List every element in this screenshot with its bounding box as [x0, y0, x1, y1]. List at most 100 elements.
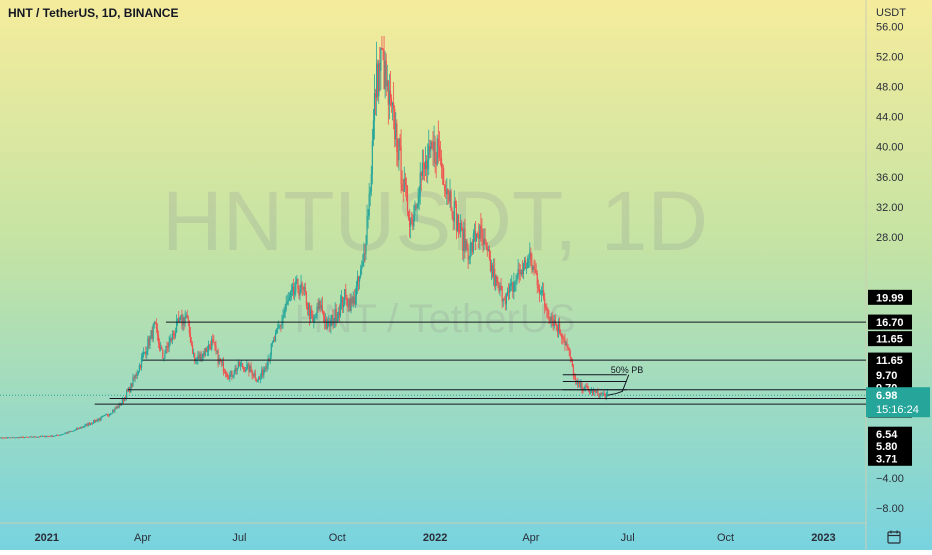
candle-body — [21, 436, 23, 438]
candle-body — [451, 210, 453, 217]
candle-body — [513, 282, 515, 292]
candle-body — [526, 268, 528, 269]
candle-body — [427, 159, 429, 170]
candle-body — [344, 289, 346, 305]
candle-body — [91, 423, 94, 425]
candle-body — [255, 378, 257, 381]
candle-body — [132, 377, 134, 387]
candle-body — [291, 286, 294, 292]
candle-body — [541, 290, 544, 292]
candle-body — [587, 388, 589, 391]
candle-body — [290, 291, 293, 293]
candle-body — [193, 353, 195, 355]
candle-body — [504, 300, 506, 305]
candle-body — [399, 138, 401, 147]
candle-body — [410, 218, 412, 227]
candle-body — [579, 381, 581, 388]
candle-body — [551, 316, 553, 320]
candle-body — [33, 436, 35, 438]
candle-body — [527, 258, 529, 269]
candle-body — [447, 188, 449, 193]
candle-body — [471, 242, 473, 252]
candle-body — [34, 436, 36, 438]
candle-body — [279, 324, 281, 327]
candle-body — [139, 365, 142, 368]
candle-body — [308, 303, 311, 319]
price-tag-box — [868, 289, 912, 305]
candle-body — [332, 314, 334, 325]
candle-body — [181, 315, 183, 325]
candle-body — [253, 373, 255, 376]
candle-body — [83, 426, 85, 428]
candle-body — [226, 374, 228, 376]
candle-body — [476, 233, 478, 241]
candle-body — [543, 290, 545, 299]
candle-body — [489, 258, 492, 271]
candle-body — [263, 369, 265, 376]
price-tag-box — [868, 438, 912, 454]
candle-body — [294, 291, 296, 295]
candle-body — [84, 424, 86, 427]
candle-body — [417, 202, 419, 208]
candle-body — [184, 317, 186, 324]
candle-body — [516, 276, 518, 282]
candle-body — [287, 300, 289, 302]
candle-body — [387, 80, 389, 105]
candle-body — [82, 426, 84, 428]
candle-body — [86, 424, 88, 426]
candle-body — [571, 358, 573, 367]
candle-body — [168, 341, 170, 348]
candle-body — [346, 294, 348, 306]
candle-body — [39, 435, 42, 437]
candle-body — [252, 375, 254, 377]
candle-body — [362, 262, 364, 267]
candle-body — [508, 286, 511, 293]
calendar-icon[interactable] — [887, 530, 901, 544]
candle-body — [85, 424, 87, 425]
candle-body — [202, 353, 204, 357]
candle-body — [582, 390, 584, 392]
candle-body — [250, 365, 252, 371]
candle-body — [229, 375, 231, 380]
candle-body — [530, 251, 532, 263]
candle-body — [303, 287, 305, 290]
candle-body — [482, 237, 484, 245]
candle-body — [19, 437, 21, 439]
time-tick-label: 2023 — [811, 532, 835, 544]
candle-body — [20, 436, 22, 438]
candle-body — [496, 276, 498, 284]
last-price-tag-box — [866, 387, 930, 418]
candle-body — [302, 288, 304, 290]
candle-body — [272, 340, 275, 343]
candle-body — [495, 276, 497, 287]
candle-body — [461, 222, 463, 230]
time-tick-label: Jul — [621, 532, 635, 544]
price-tick-label: 36.00 — [876, 172, 904, 184]
candle-body — [254, 373, 256, 379]
candle-body — [204, 348, 206, 356]
candle-body — [317, 306, 319, 310]
candle-body — [379, 62, 381, 71]
candle-body — [54, 435, 56, 437]
candle-body — [515, 281, 517, 283]
candle-body — [490, 265, 493, 271]
projection-path — [607, 374, 630, 396]
candle-body — [121, 398, 123, 403]
candle-body — [69, 431, 71, 433]
candle-body — [312, 315, 314, 322]
candle-body — [337, 311, 339, 319]
candle-body — [25, 436, 28, 438]
candle-body — [529, 251, 531, 259]
candle-body — [589, 391, 592, 393]
price-tick-label: 28.00 — [876, 232, 904, 244]
price-tag-box — [868, 352, 912, 368]
candle-body — [106, 414, 109, 416]
candle-body — [456, 214, 459, 231]
candle-body — [517, 269, 519, 277]
candle-body — [381, 47, 383, 49]
candle-body — [89, 423, 92, 425]
candle-body — [77, 428, 79, 430]
